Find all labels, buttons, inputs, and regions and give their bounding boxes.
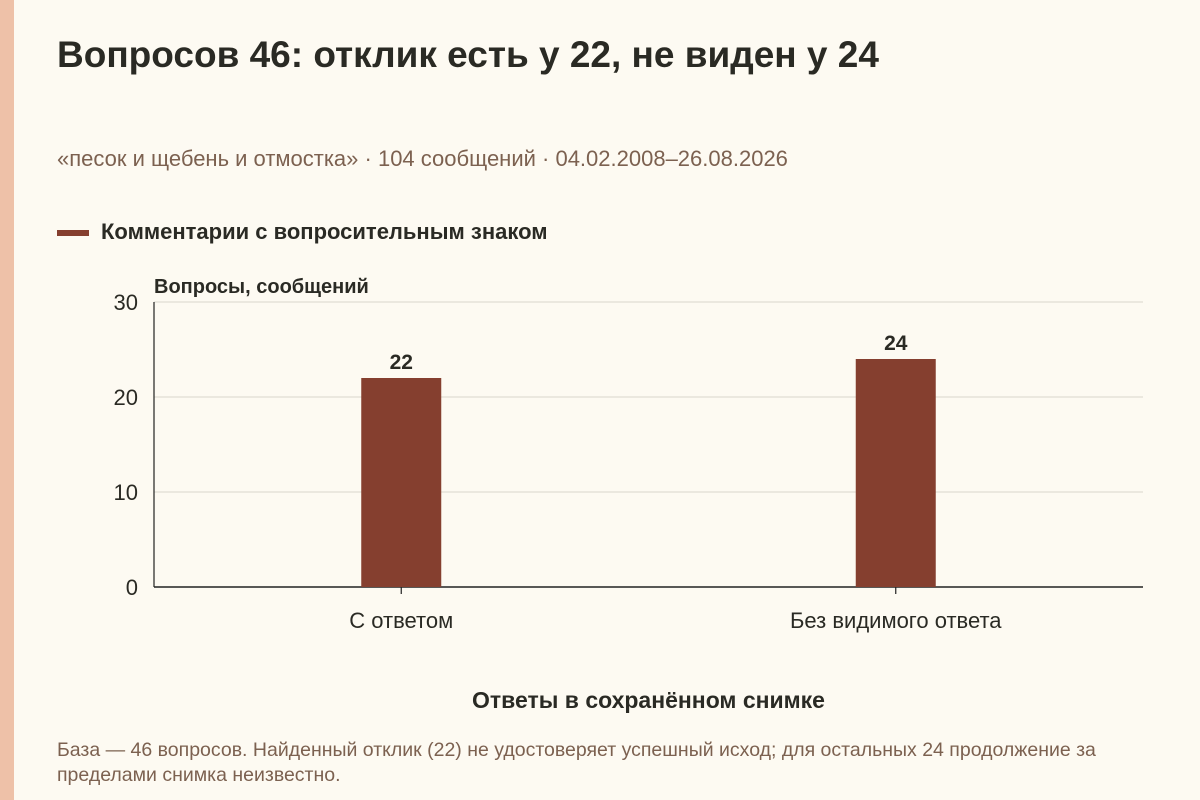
chart-subtitle: «песок и щебень и отмостка» · 104 сообще…: [57, 146, 788, 171]
x-tick-label: Без видимого ответа: [790, 608, 1002, 633]
legend-label: Комментарии с вопросительным знаком: [101, 219, 548, 244]
y-tick-label: 10: [114, 480, 138, 505]
x-tick-label: С ответом: [349, 608, 453, 633]
legend: Комментарии с вопросительным знаком: [57, 219, 548, 245]
y-tick-label: 20: [114, 385, 138, 410]
y-tick-label: 30: [114, 290, 138, 315]
y-axis-label: Вопросы, сообщений: [154, 276, 369, 298]
legend-swatch: [57, 230, 89, 236]
data-label: 22: [390, 351, 413, 374]
left-accent-band: [0, 0, 14, 800]
y-tick-label: 0: [126, 575, 138, 600]
chart-title: Вопросов 46: отклик есть у 22, не виден …: [57, 34, 879, 75]
footnote: База — 46 вопросов. Найденный отклик (22…: [57, 739, 1096, 786]
data-label: 24: [884, 332, 908, 355]
x-axis-label: Ответы в сохранённом снимке: [472, 687, 825, 713]
bar: [855, 359, 936, 587]
bar: [361, 378, 442, 587]
